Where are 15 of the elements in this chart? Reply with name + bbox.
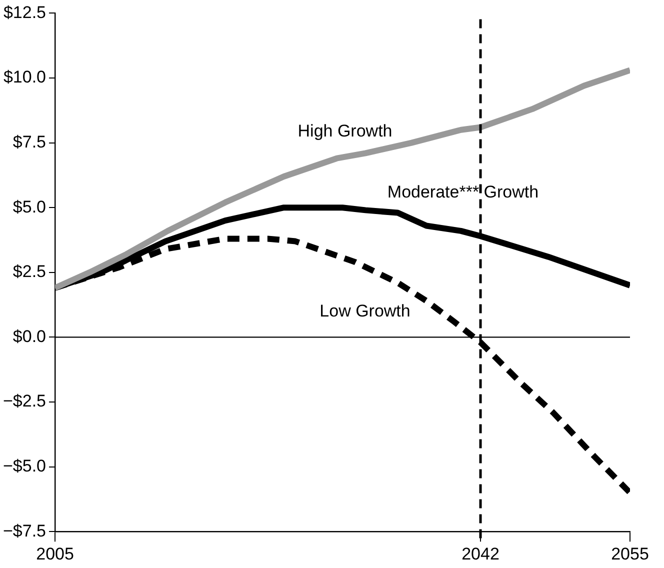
x-tick-label: 2055 [611, 544, 649, 564]
y-tick-label: $12.5 [3, 2, 46, 22]
series-label: Low Growth [320, 302, 410, 321]
series-label: High Growth [298, 122, 392, 141]
y-tick-label: $10.0 [3, 68, 46, 87]
y-tick-label: $5.0 [12, 197, 46, 216]
y-tick-label: −$7.5 [3, 521, 46, 540]
y-tick-label: −$2.5 [3, 392, 46, 411]
y-tick-label: $7.5 [12, 132, 46, 152]
x-tick-label: 2042 [462, 544, 500, 564]
y-tick-label: $2.5 [12, 262, 46, 282]
y-tick-label: $0.0 [12, 326, 46, 346]
y-tick-label: −$5.0 [3, 456, 46, 476]
series-label: Moderate*** Growth [387, 182, 539, 202]
x-tick-label: 2005 [36, 544, 74, 564]
